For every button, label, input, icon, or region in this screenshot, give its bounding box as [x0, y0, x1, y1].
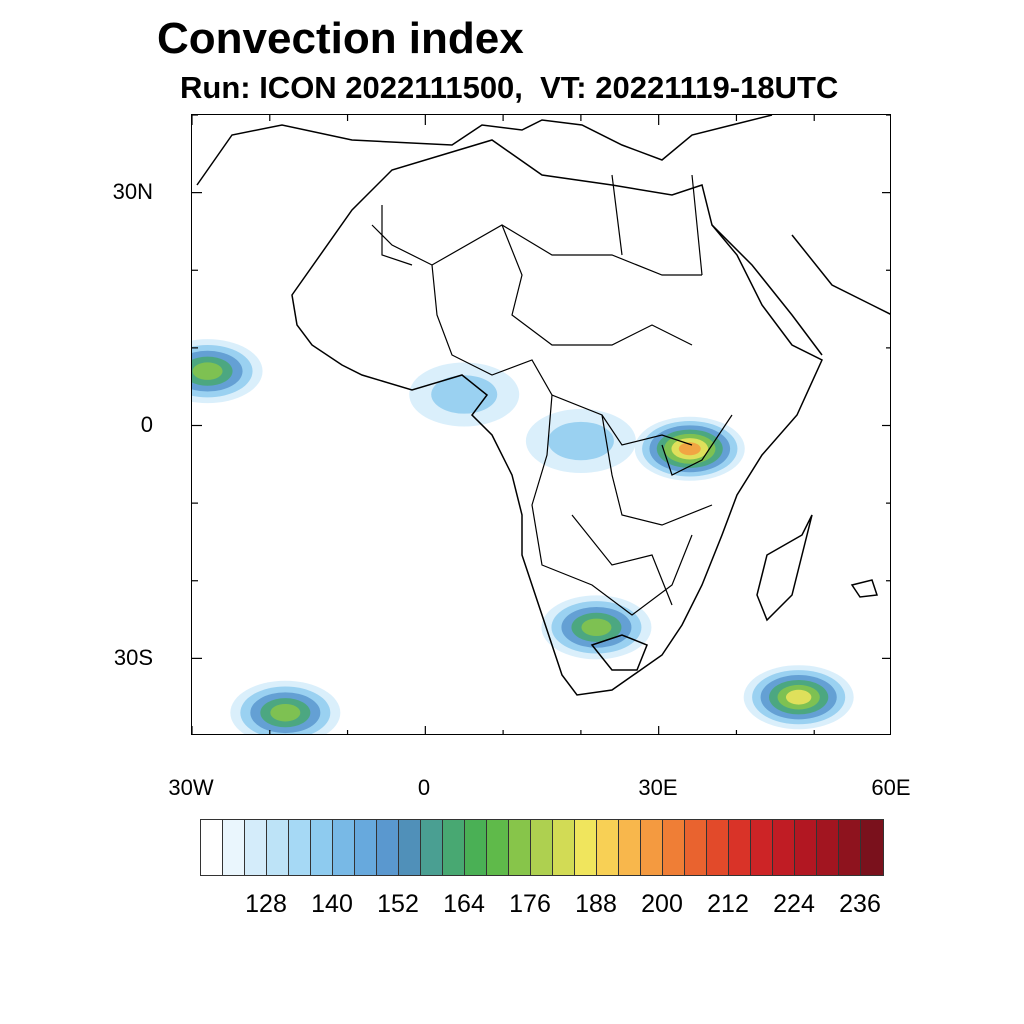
- colorbar-label: 188: [575, 890, 617, 918]
- colorbar-label: 164: [443, 890, 485, 918]
- colorbar-label: 128: [245, 890, 287, 918]
- colorbar-label: 152: [377, 890, 419, 918]
- map-svg: [192, 115, 890, 734]
- colorbar-cell: [487, 820, 509, 875]
- convection-area: [678, 442, 701, 456]
- tick-marks: [192, 115, 890, 734]
- map-panel: [191, 114, 891, 735]
- convection-area: [581, 618, 612, 637]
- colorbar-cell: [729, 820, 751, 875]
- colorbar-cell: [245, 820, 267, 875]
- colorbar-cell: [465, 820, 487, 875]
- colorbar-label: 176: [509, 890, 551, 918]
- colorbar-cell: [597, 820, 619, 875]
- convection-shading: [192, 339, 854, 734]
- colorbar-cell: [839, 820, 861, 875]
- colorbar-cell: [531, 820, 553, 875]
- colorbar-cell: [399, 820, 421, 875]
- colorbar-cell: [751, 820, 773, 875]
- convection-area: [192, 362, 223, 380]
- convection-area: [270, 703, 301, 722]
- colorbar-label: 236: [839, 890, 881, 918]
- colorbar-cell: [377, 820, 399, 875]
- colorbar-cell: [641, 820, 663, 875]
- coastlines: [196, 115, 890, 696]
- country-borders: [371, 174, 733, 616]
- colorbar-label: 200: [641, 890, 683, 918]
- colorbar-cell: [795, 820, 817, 875]
- colorbar-cell: [201, 820, 223, 875]
- colorbar-label: 212: [707, 890, 749, 918]
- x-tick-label: 30W: [168, 775, 214, 800]
- colorbar-cell: [267, 820, 289, 875]
- colorbar-cell: [685, 820, 707, 875]
- y-tick-label: 0: [140, 412, 153, 437]
- colorbar-cell: [443, 820, 465, 875]
- colorbar-cell: [333, 820, 355, 875]
- y-tick-label: 30N: [112, 179, 153, 204]
- chart-subtitle: Run: ICON 2022111500, VT: 20221119-18UTC: [180, 70, 839, 105]
- colorbar-cell: [421, 820, 443, 875]
- colorbar-cell: [707, 820, 729, 875]
- colorbar-label: 140: [311, 890, 353, 918]
- colorbar-cell: [509, 820, 531, 875]
- colorbar-cell: [289, 820, 311, 875]
- colorbar-label: 224: [773, 890, 815, 918]
- colorbar-cell: [861, 820, 883, 875]
- colorbar: [200, 819, 884, 876]
- colorbar-cell: [663, 820, 685, 875]
- colorbar-cell: [311, 820, 333, 875]
- colorbar-cell: [575, 820, 597, 875]
- x-tick-label: 0: [417, 775, 431, 800]
- colorbar-cell: [773, 820, 795, 875]
- colorbar-cell: [817, 820, 839, 875]
- colorbar-cell: [223, 820, 245, 875]
- x-tick-label: 60E: [871, 775, 911, 800]
- colorbar-cell: [619, 820, 641, 875]
- convection-area: [785, 689, 812, 705]
- chart-title: Convection index: [157, 14, 524, 63]
- y-tick-label: 30S: [113, 645, 153, 670]
- x-tick-label: 30E: [638, 775, 678, 800]
- colorbar-cell: [355, 820, 377, 875]
- convection-area: [547, 421, 614, 461]
- colorbar-cell: [553, 820, 575, 875]
